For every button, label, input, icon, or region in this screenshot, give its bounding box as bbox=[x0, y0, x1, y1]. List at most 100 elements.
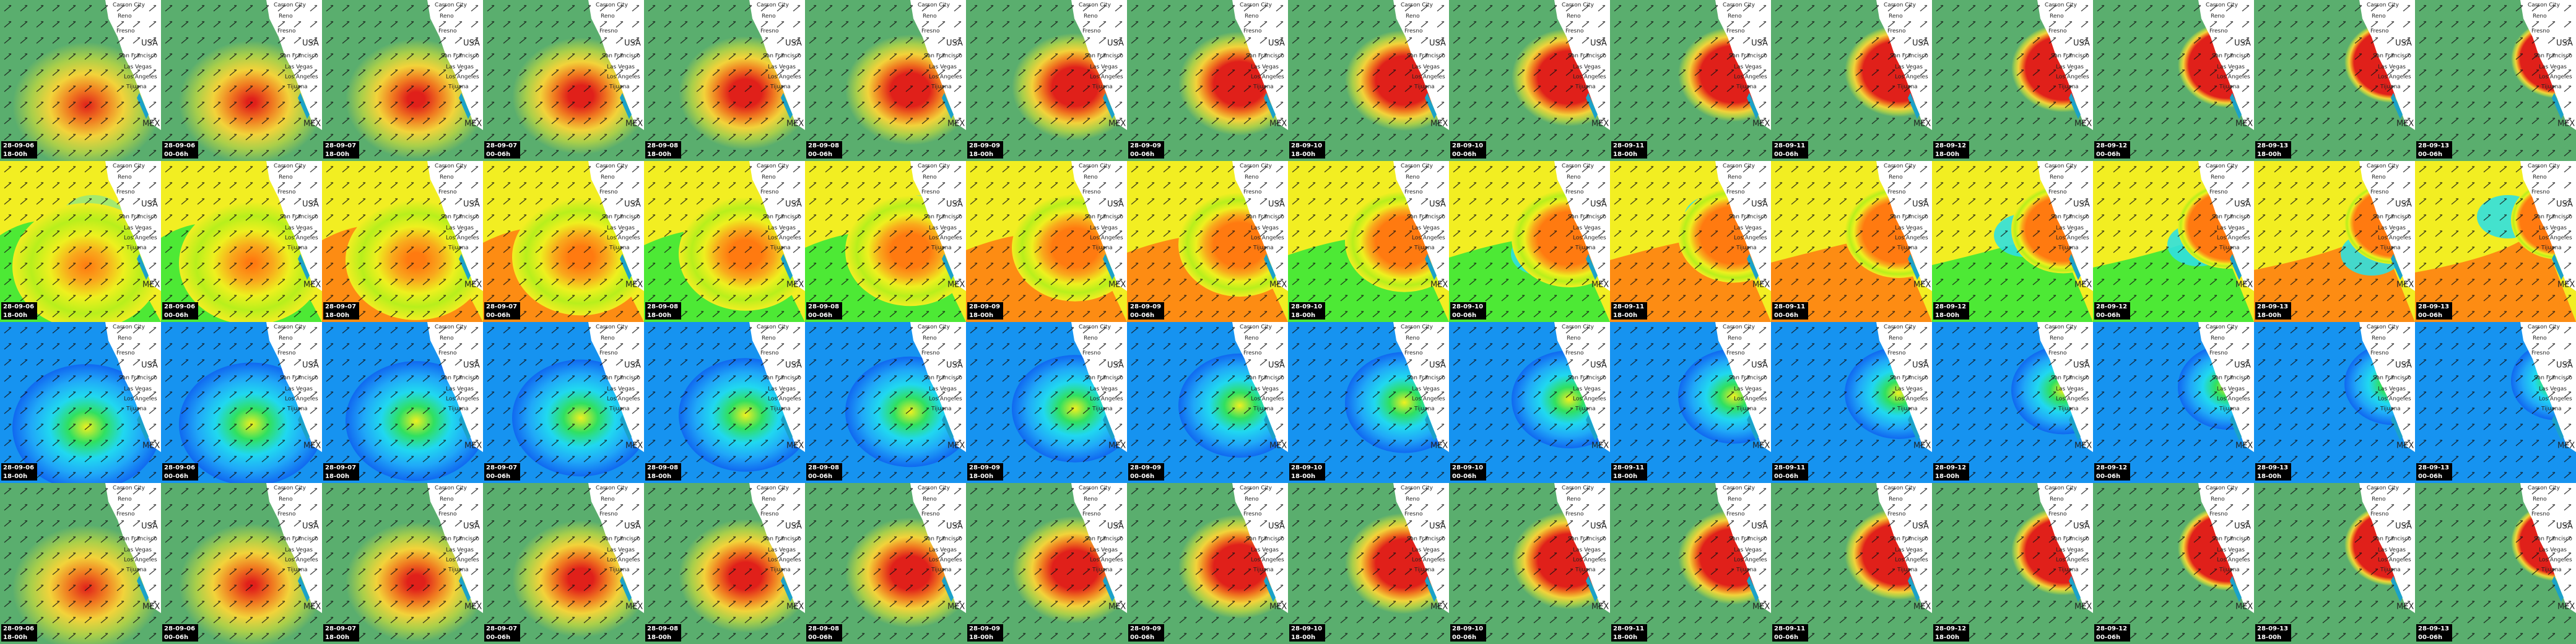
time-label: 18-00h bbox=[1613, 473, 1637, 480]
time-label: 00-06h bbox=[164, 634, 188, 641]
map-label: Carson City bbox=[1562, 2, 1595, 9]
map-label: Reno bbox=[601, 14, 615, 20]
map-label: Fresno bbox=[1082, 28, 1101, 35]
wind-arrows bbox=[805, 0, 966, 161]
date-label: 28-09-09 bbox=[1130, 464, 1161, 471]
wind-arrows bbox=[966, 0, 1127, 161]
map-tile: Carson City Reno Fresno USA San Francisco Las… bbox=[644, 322, 812, 483]
map-label: Carson City bbox=[1723, 2, 1756, 9]
map-label: Tijuana bbox=[448, 567, 469, 573]
map-label: San Francisco bbox=[1085, 214, 1123, 220]
map-label: San Francisco bbox=[119, 536, 157, 542]
map-label: Carson City bbox=[1240, 485, 1273, 492]
wind-arrows bbox=[1127, 161, 1288, 322]
date-label: 28-09-09 bbox=[969, 464, 1000, 471]
map-label: Los Angeles bbox=[768, 235, 801, 242]
time-label: 18-00h bbox=[1935, 634, 1959, 641]
time-label-box bbox=[2255, 463, 2291, 481]
map-label: San Francisco bbox=[763, 536, 801, 542]
map-label: MEX bbox=[464, 442, 482, 451]
map-label: Las Vegas bbox=[1412, 225, 1440, 232]
date-label: 28-09-11 bbox=[1613, 142, 1644, 149]
date-label: 28-09-13 bbox=[2257, 625, 2288, 632]
map-label: Fresno bbox=[1565, 28, 1584, 35]
map-tile: Carson City Reno Fresno USA San Francisco Las… bbox=[644, 0, 812, 161]
map-label: Los Angeles bbox=[1895, 74, 1928, 80]
wind-arrows bbox=[1449, 0, 1610, 161]
map-label: Las Vegas bbox=[607, 225, 635, 232]
map-label: MEX bbox=[2557, 603, 2575, 612]
map-label: Carson City bbox=[596, 324, 629, 331]
map-label: Los Angeles bbox=[446, 557, 479, 564]
map-label: Fresno bbox=[1887, 511, 1906, 518]
date-label: 28-09-13 bbox=[2257, 303, 2288, 310]
map-label: Tijuana bbox=[1414, 406, 1435, 412]
map-label: Los Angeles bbox=[2539, 74, 2572, 80]
map-label: Los Angeles bbox=[768, 557, 801, 564]
map-tile: Carson City Reno Fresno USA San Francisco Las… bbox=[2254, 483, 2441, 644]
map-tile: Carson City Reno Fresno USA San Francisco Las… bbox=[2254, 0, 2441, 161]
wind-arrows bbox=[2093, 0, 2254, 161]
map-label: Tijuana bbox=[287, 567, 308, 573]
map-label: USA bbox=[624, 200, 641, 209]
map-label: MEX bbox=[1269, 603, 1287, 612]
date-label: 28-09-06 bbox=[164, 142, 195, 149]
map-label: Tijuana bbox=[2058, 406, 2079, 412]
map-label: Reno bbox=[2211, 336, 2225, 342]
date-label: 28-09-07 bbox=[486, 142, 517, 149]
date-label: 28-09-06 bbox=[164, 625, 195, 632]
time-label-box bbox=[484, 463, 520, 481]
date-label: 28-09-13 bbox=[2418, 625, 2449, 632]
map-label: Las Vegas bbox=[1895, 225, 1923, 232]
map-label: USA bbox=[302, 39, 319, 48]
map-label: MEX bbox=[786, 442, 804, 451]
map-label: USA bbox=[946, 522, 963, 531]
map-label: Los Angeles bbox=[1734, 74, 1767, 80]
map-label: USA bbox=[1912, 522, 1929, 531]
map-label: Carson City bbox=[2367, 485, 2400, 492]
time-label: 00-06h bbox=[2418, 312, 2442, 319]
map-label: Fresno bbox=[760, 189, 779, 196]
map-label: Las Vegas bbox=[1734, 547, 1762, 554]
time-label: 00-06h bbox=[2418, 634, 2442, 641]
time-label-box bbox=[806, 141, 842, 159]
map-label: Tijuana bbox=[2219, 245, 2240, 251]
map-label: Carson City bbox=[1723, 485, 1756, 492]
date-label: 28-09-13 bbox=[2257, 142, 2288, 149]
map-label: Carson City bbox=[2045, 2, 2078, 9]
time-label: 00-06h bbox=[2418, 151, 2442, 158]
map-label: Carson City bbox=[113, 324, 146, 331]
map-label: Fresno bbox=[2370, 511, 2389, 518]
time-label: 18-00h bbox=[1291, 312, 1315, 319]
map-label: USA bbox=[302, 200, 319, 209]
map-label: San Francisco bbox=[1729, 536, 1767, 542]
map-label: Carson City bbox=[274, 163, 307, 170]
wind-arrows bbox=[1449, 161, 1610, 322]
map-label: Carson City bbox=[2045, 485, 2078, 492]
map-label: San Francisco bbox=[602, 536, 640, 542]
map-label: Reno bbox=[1889, 175, 1903, 181]
map-label: USA bbox=[1429, 200, 1446, 209]
date-label: 28-09-08 bbox=[808, 464, 839, 471]
map-label: Los Angeles bbox=[1412, 557, 1445, 564]
map-label: Fresno bbox=[760, 350, 779, 357]
time-label: 00-06h bbox=[1452, 312, 1476, 319]
map-label: Reno bbox=[118, 14, 132, 20]
time-label: 18-00h bbox=[1291, 634, 1315, 641]
time-label-box bbox=[2416, 302, 2452, 320]
map-label: Tijuana bbox=[1897, 84, 1918, 90]
map-label: San Francisco bbox=[280, 375, 318, 381]
map-label: Las Vegas bbox=[1090, 225, 1118, 232]
map-label: Los Angeles bbox=[1412, 235, 1445, 242]
map-tile: Carson City Reno Fresno USA San Francisco Las… bbox=[322, 483, 487, 644]
map-label: USA bbox=[2073, 200, 2090, 209]
wind-arrows bbox=[0, 161, 161, 322]
map-label: Tijuana bbox=[2541, 84, 2562, 90]
map-label: MEX bbox=[786, 281, 804, 290]
map-label: Las Vegas bbox=[2217, 225, 2245, 232]
map-label: Reno bbox=[1084, 14, 1098, 20]
map-label: Reno bbox=[1084, 497, 1098, 503]
map-label: Los Angeles bbox=[1412, 74, 1445, 80]
map-label: Tijuana bbox=[2380, 406, 2401, 412]
map-label: Reno bbox=[1567, 14, 1581, 20]
